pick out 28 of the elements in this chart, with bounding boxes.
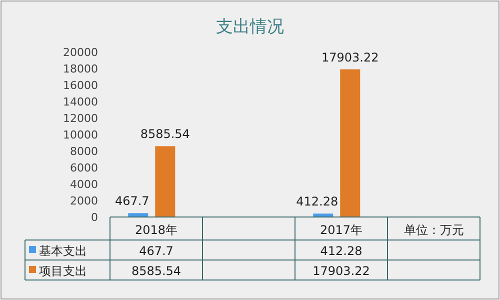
y-tick-label: 20000: [63, 46, 98, 59]
title: 支出情况: [216, 17, 284, 37]
text: 单位：万元: [404, 223, 464, 237]
x-tick-label: 2017年: [320, 223, 363, 237]
y-tick-label: 8000: [70, 145, 98, 158]
y-tick-label: 10000: [63, 128, 98, 142]
value-label: 412.28: [296, 194, 338, 209]
legend-label: 基本支出: [39, 244, 87, 258]
x-tick-label: 2018年: [134, 223, 178, 237]
y-tick-label: 12000: [63, 112, 98, 125]
table-value: 412.28: [320, 244, 362, 258]
value-label: 467.7: [114, 194, 150, 208]
y-tick-label: 6000: [70, 162, 98, 174]
bar: [155, 146, 176, 217]
y-tick-label: 18000: [63, 62, 98, 76]
bar: [340, 69, 360, 217]
y-tick-label: 16000: [63, 79, 98, 92]
table-value: 8585.54: [131, 264, 182, 278]
table-value: 17903.22: [312, 264, 370, 278]
value-label: 17903.22: [322, 50, 379, 64]
value-label: 8585.54: [140, 127, 190, 142]
legend-label: 项目支出: [39, 264, 87, 278]
y-tick-label: 0: [91, 211, 98, 224]
y-tick-label: 2000: [70, 194, 98, 208]
y-tick-label: 14000: [63, 96, 98, 108]
table-value: 467.7: [139, 244, 174, 258]
y-tick-label: 4000: [70, 178, 98, 191]
bar: [128, 213, 148, 217]
